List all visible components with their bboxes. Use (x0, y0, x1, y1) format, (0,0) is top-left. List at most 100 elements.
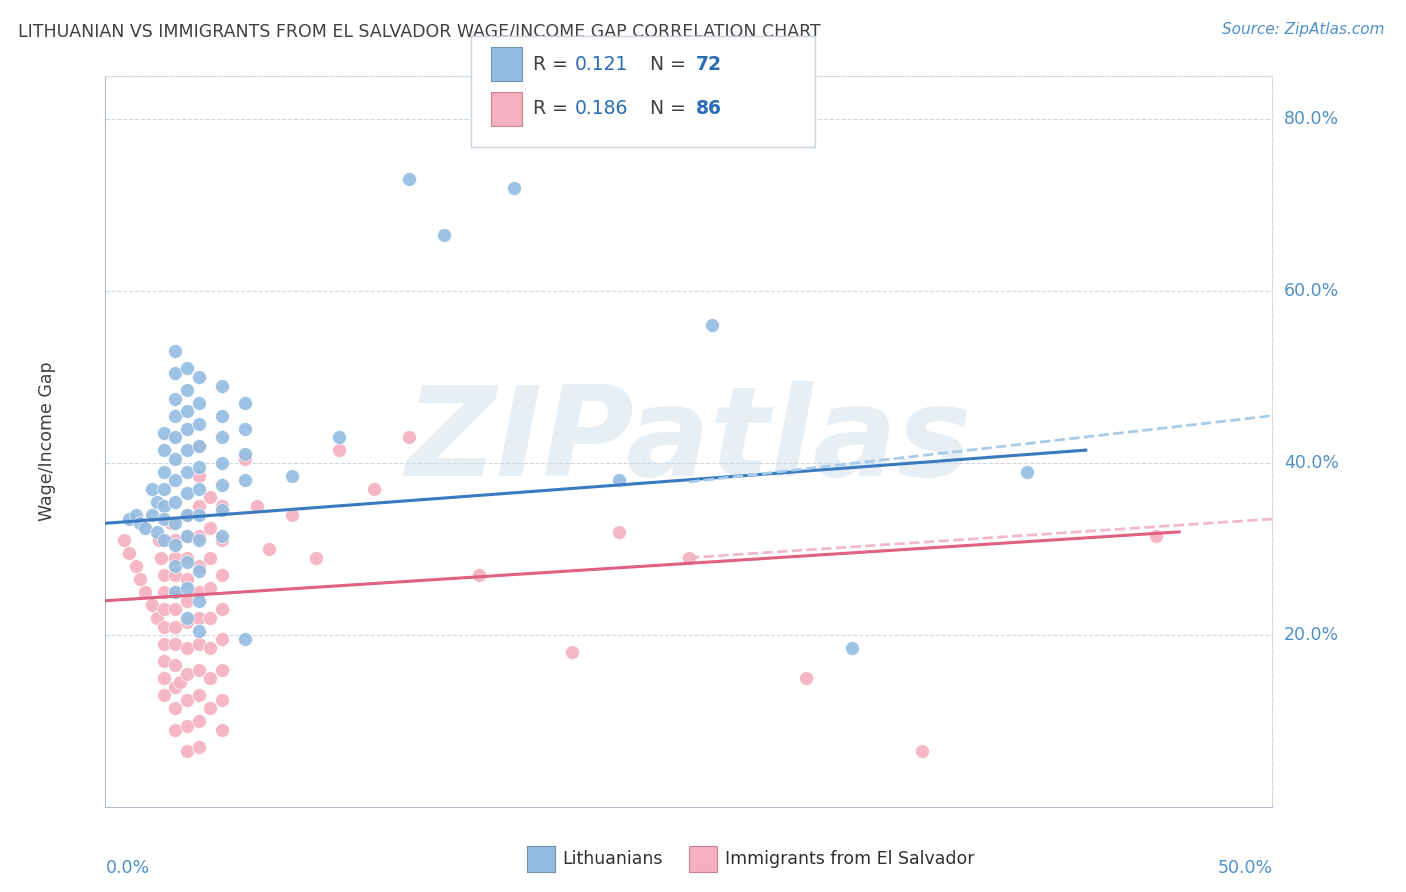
Point (200, 671, 222, 685)
Point (165, 366, 187, 380)
Text: 0.0%: 0.0% (105, 859, 149, 877)
Text: 60.0%: 60.0% (1284, 282, 1340, 300)
Point (153, 585, 174, 599)
Point (165, 568, 187, 582)
Point (211, 503, 233, 517)
Point (134, 520, 156, 534)
Point (235, 473, 257, 487)
Point (165, 473, 187, 487)
Point (187, 499, 209, 513)
Point (165, 550, 187, 565)
Text: 72: 72 (696, 54, 721, 74)
Point (281, 469, 304, 483)
Point (153, 499, 174, 513)
Point (187, 559, 209, 574)
Point (176, 718, 198, 732)
Point (153, 443, 174, 458)
Point (187, 482, 209, 496)
Point (153, 689, 174, 703)
Point (187, 739, 209, 754)
Point (176, 581, 198, 595)
Point (165, 533, 187, 548)
Text: ZIPatlas: ZIPatlas (406, 381, 972, 502)
Text: Immigrants from El Salvador: Immigrants from El Salvador (725, 850, 974, 868)
Point (165, 392, 187, 406)
Point (187, 593, 209, 607)
Point (176, 529, 198, 543)
Point (153, 425, 174, 440)
Point (187, 417, 209, 432)
Point (176, 611, 198, 625)
Point (187, 585, 209, 599)
Point (176, 615, 198, 630)
Point (211, 533, 233, 548)
Point (153, 654, 174, 668)
Point (165, 619, 187, 633)
Point (141, 482, 163, 496)
Point (246, 499, 269, 513)
Point (200, 581, 222, 595)
Text: Source: ZipAtlas.com: Source: ZipAtlas.com (1222, 22, 1385, 37)
Point (211, 529, 233, 543)
Point (159, 516, 181, 531)
Point (129, 572, 152, 586)
Point (165, 723, 187, 737)
Point (211, 477, 233, 491)
Point (176, 550, 198, 565)
Point (153, 533, 174, 548)
Point (165, 538, 187, 552)
Point (235, 632, 257, 647)
Point (211, 723, 233, 737)
Point (433, 227, 456, 242)
Point (911, 744, 934, 758)
Point (187, 564, 209, 578)
Point (165, 451, 187, 466)
Point (176, 641, 198, 656)
Point (200, 641, 222, 656)
Point (211, 692, 233, 706)
Point (153, 465, 174, 479)
Point (678, 550, 700, 565)
Point (187, 663, 209, 677)
Text: Lithuanians: Lithuanians (562, 850, 662, 868)
Point (176, 383, 198, 397)
Point (187, 529, 209, 543)
Text: LITHUANIAN VS IMMIGRANTS FROM EL SALVADOR WAGE/INCOME GAP CORRELATION CHART: LITHUANIAN VS IMMIGRANTS FROM EL SALVADO… (18, 22, 821, 40)
Point (187, 460, 209, 475)
Point (165, 701, 187, 715)
Point (148, 533, 170, 548)
Point (176, 666, 198, 681)
Point (398, 430, 420, 444)
Point (153, 619, 174, 633)
Point (165, 585, 187, 599)
Point (187, 396, 209, 410)
Point (112, 533, 135, 548)
Point (146, 524, 169, 539)
Point (200, 550, 222, 565)
Point (118, 546, 141, 560)
Point (187, 714, 209, 729)
Point (176, 422, 198, 436)
Point (187, 637, 209, 651)
Point (187, 439, 209, 453)
Text: R =: R = (533, 54, 574, 74)
Point (211, 602, 233, 616)
Point (794, 671, 817, 685)
Point (141, 598, 163, 612)
Point (200, 520, 222, 534)
Point (176, 508, 198, 522)
Point (281, 508, 304, 522)
Text: 50.0%: 50.0% (1218, 859, 1272, 877)
Point (176, 361, 198, 376)
Point (118, 512, 141, 526)
Point (129, 516, 152, 531)
Point (176, 555, 198, 569)
Point (235, 422, 257, 436)
Point (176, 465, 198, 479)
Point (607, 473, 630, 487)
Point (200, 611, 222, 625)
Point (153, 602, 174, 616)
Point (235, 451, 257, 466)
Point (150, 550, 173, 565)
Text: 0.186: 0.186 (575, 99, 628, 119)
